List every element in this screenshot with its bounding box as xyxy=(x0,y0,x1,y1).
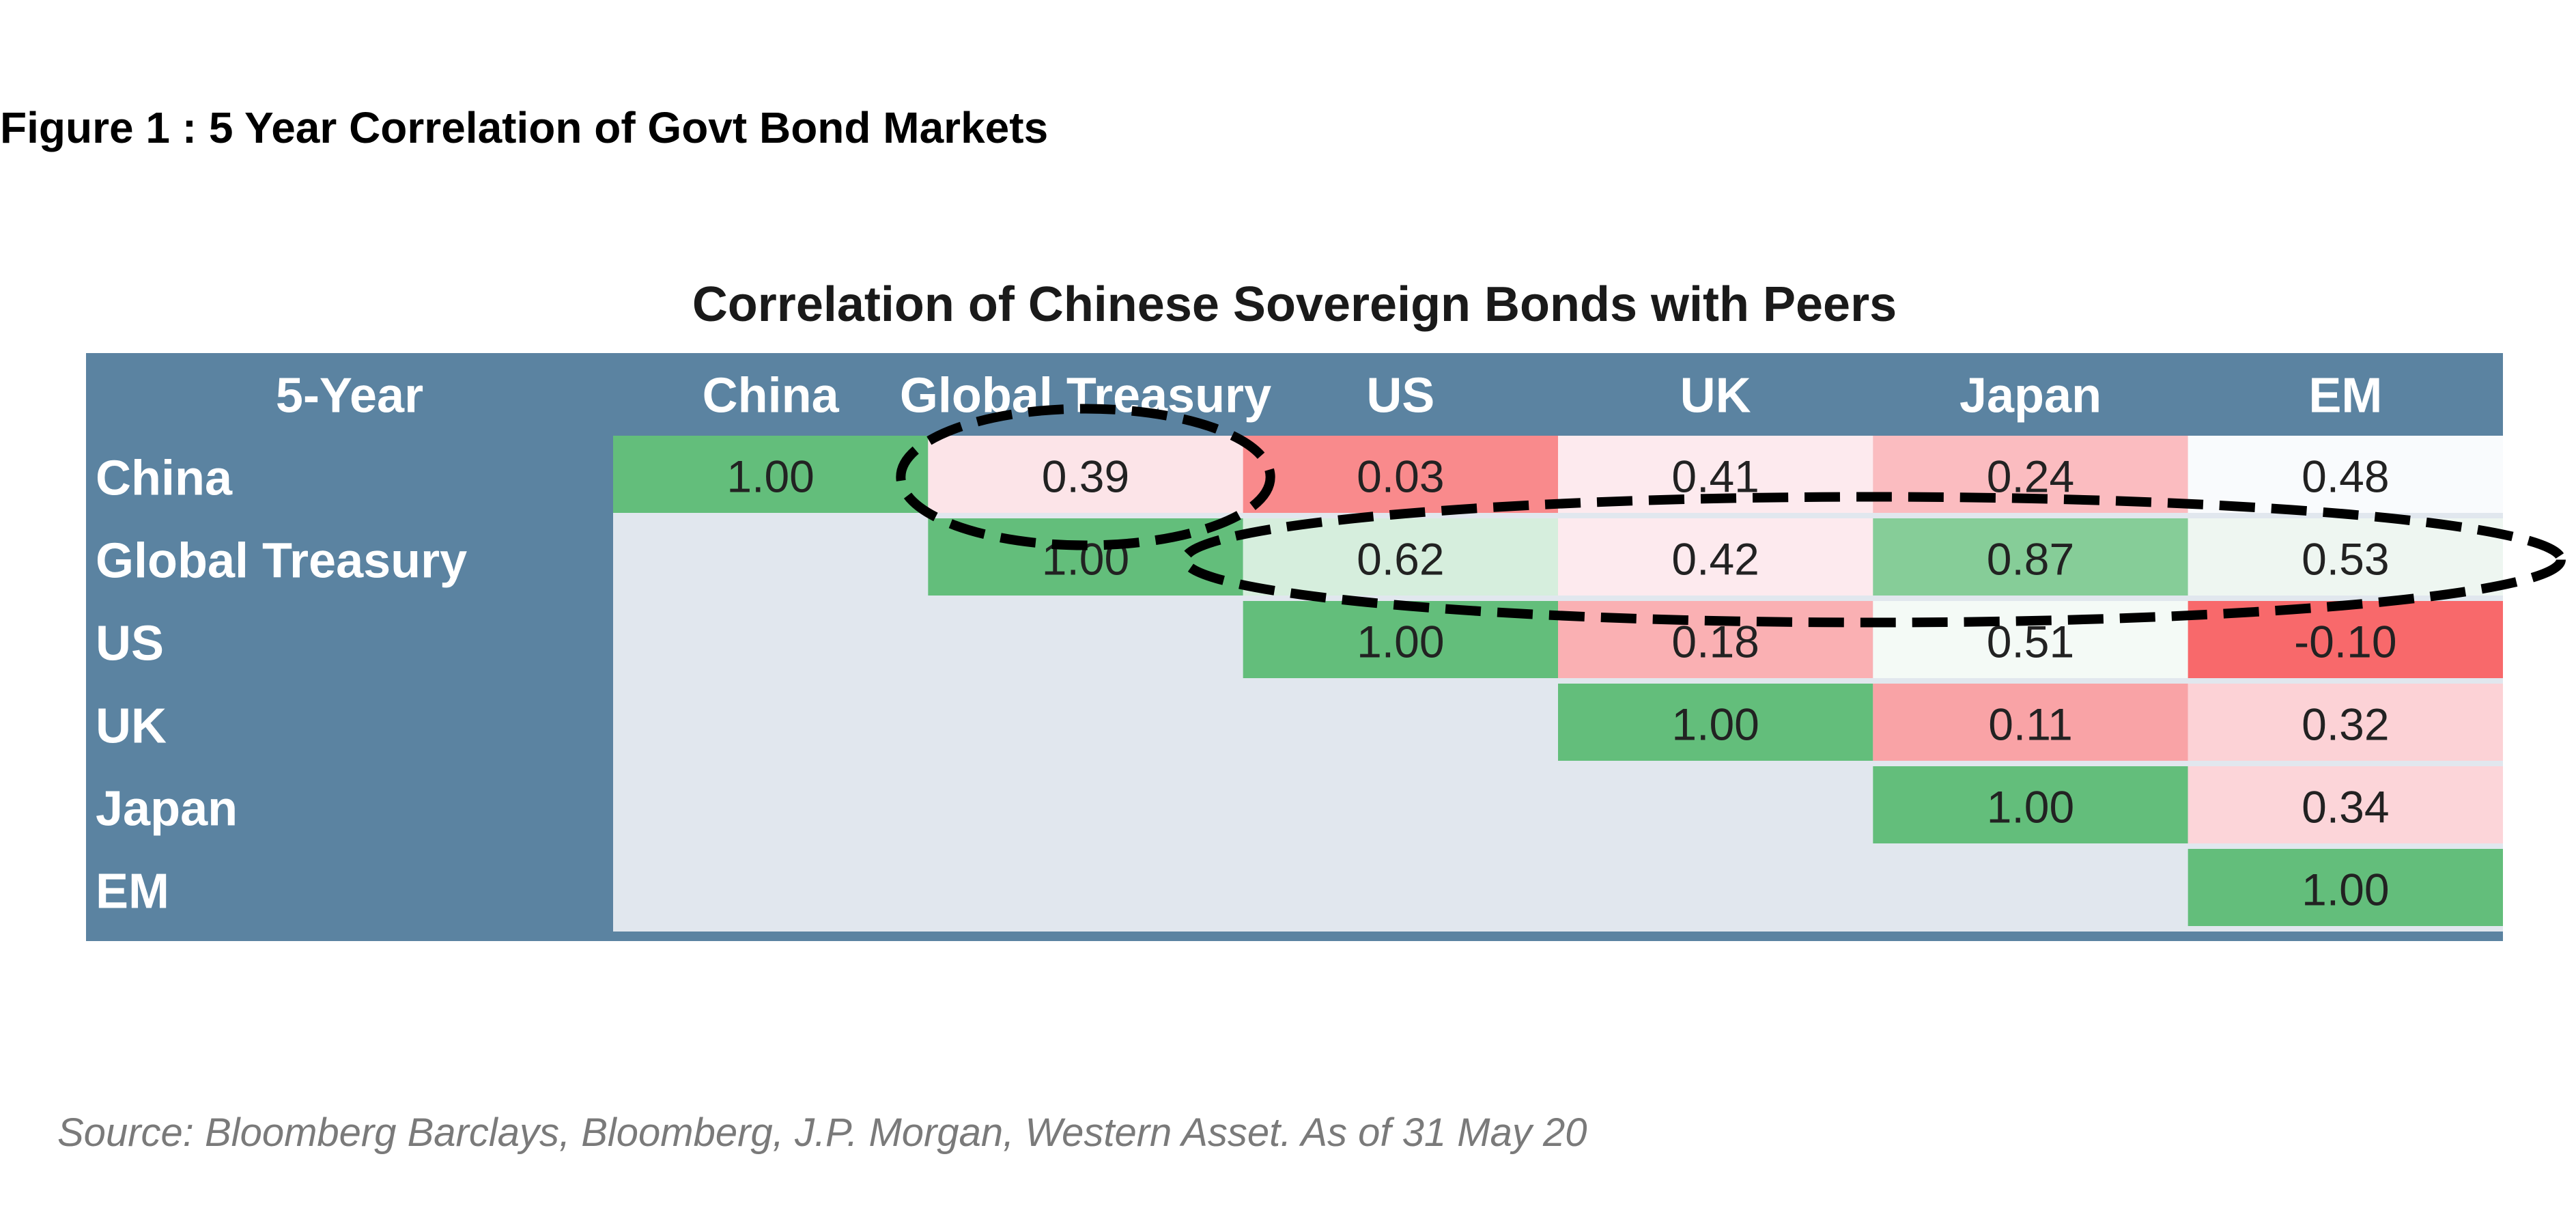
column-header-uk: UK xyxy=(1680,369,1751,423)
cell-china-global-treasury xyxy=(928,436,1243,513)
cell-us-us-value: 1.00 xyxy=(1357,617,1444,667)
cell-china-us-value: 0.03 xyxy=(1357,451,1444,502)
cell-global-treasury-uk-value: 0.42 xyxy=(1671,534,1759,585)
header-band xyxy=(86,353,2503,436)
cell-china-em-value: 0.48 xyxy=(2302,451,2389,502)
bottom-band xyxy=(86,932,2503,941)
cell-china-global-treasury-value: 0.39 xyxy=(1042,451,1129,502)
cell-china-us xyxy=(1243,436,1558,513)
cell-em-em xyxy=(2188,849,2503,926)
cell-china-japan-value: 0.24 xyxy=(1987,451,2074,502)
cell-japan-japan xyxy=(1873,766,2188,843)
column-header-japan: Japan xyxy=(1959,369,2101,423)
row-label-uk: UK xyxy=(96,699,167,754)
corner-label: 5-Year xyxy=(276,369,423,423)
cell-us-em-value: -0.10 xyxy=(2294,617,2396,667)
row-label-global-treasury: Global Treasury xyxy=(96,534,467,589)
column-header-em: EM xyxy=(2308,369,2382,423)
cell-japan-em xyxy=(2188,766,2503,843)
cell-global-treasury-em xyxy=(2188,518,2503,596)
row-label-column xyxy=(86,436,613,941)
row-label-china: China xyxy=(96,451,233,506)
chart-title: Correlation of Chinese Sovereign Bonds w… xyxy=(692,277,1897,332)
cell-japan-em-value: 0.34 xyxy=(2302,782,2389,832)
cell-uk-em-value: 0.32 xyxy=(2302,699,2389,750)
row-label-japan: Japan xyxy=(96,782,238,837)
row-label-us: US xyxy=(96,617,164,671)
cell-uk-uk xyxy=(1558,684,1873,761)
cell-global-treasury-us-value: 0.62 xyxy=(1357,534,1444,585)
cell-china-uk-value: 0.41 xyxy=(1671,451,1759,502)
cell-japan-japan-value: 1.00 xyxy=(1987,782,2074,832)
cell-uk-uk-value: 1.00 xyxy=(1671,699,1759,750)
source-note: Source: Bloomberg Barclays, Bloomberg, J… xyxy=(57,1110,1587,1155)
cell-global-treasury-us xyxy=(1243,518,1558,596)
cell-global-treasury-japan xyxy=(1873,518,2188,596)
cell-uk-em xyxy=(2188,684,2503,761)
figure-title: Figure 1 : 5 Year Correlation of Govt Bo… xyxy=(0,103,1049,152)
cell-china-em xyxy=(2188,436,2503,513)
highlight-ellipse-2 xyxy=(1180,492,2566,628)
highlight-ellipse-1 xyxy=(896,404,1275,550)
column-header-us: US xyxy=(1366,369,1434,423)
cell-global-treasury-uk xyxy=(1558,518,1873,596)
row-label-em: EM xyxy=(96,865,169,919)
cell-uk-japan-value: 0.11 xyxy=(1988,699,2073,750)
cell-china-china-value: 1.00 xyxy=(726,451,814,502)
cell-global-treasury-japan-value: 0.87 xyxy=(1987,534,2074,585)
cell-em-em-value: 1.00 xyxy=(2302,865,2389,915)
cell-china-china xyxy=(613,436,929,513)
column-header-china: China xyxy=(703,369,840,423)
cell-uk-japan xyxy=(1873,684,2188,761)
cell-global-treasury-em-value: 0.53 xyxy=(2302,534,2389,585)
column-header-global-treasury: Global Treasury xyxy=(900,369,1271,423)
